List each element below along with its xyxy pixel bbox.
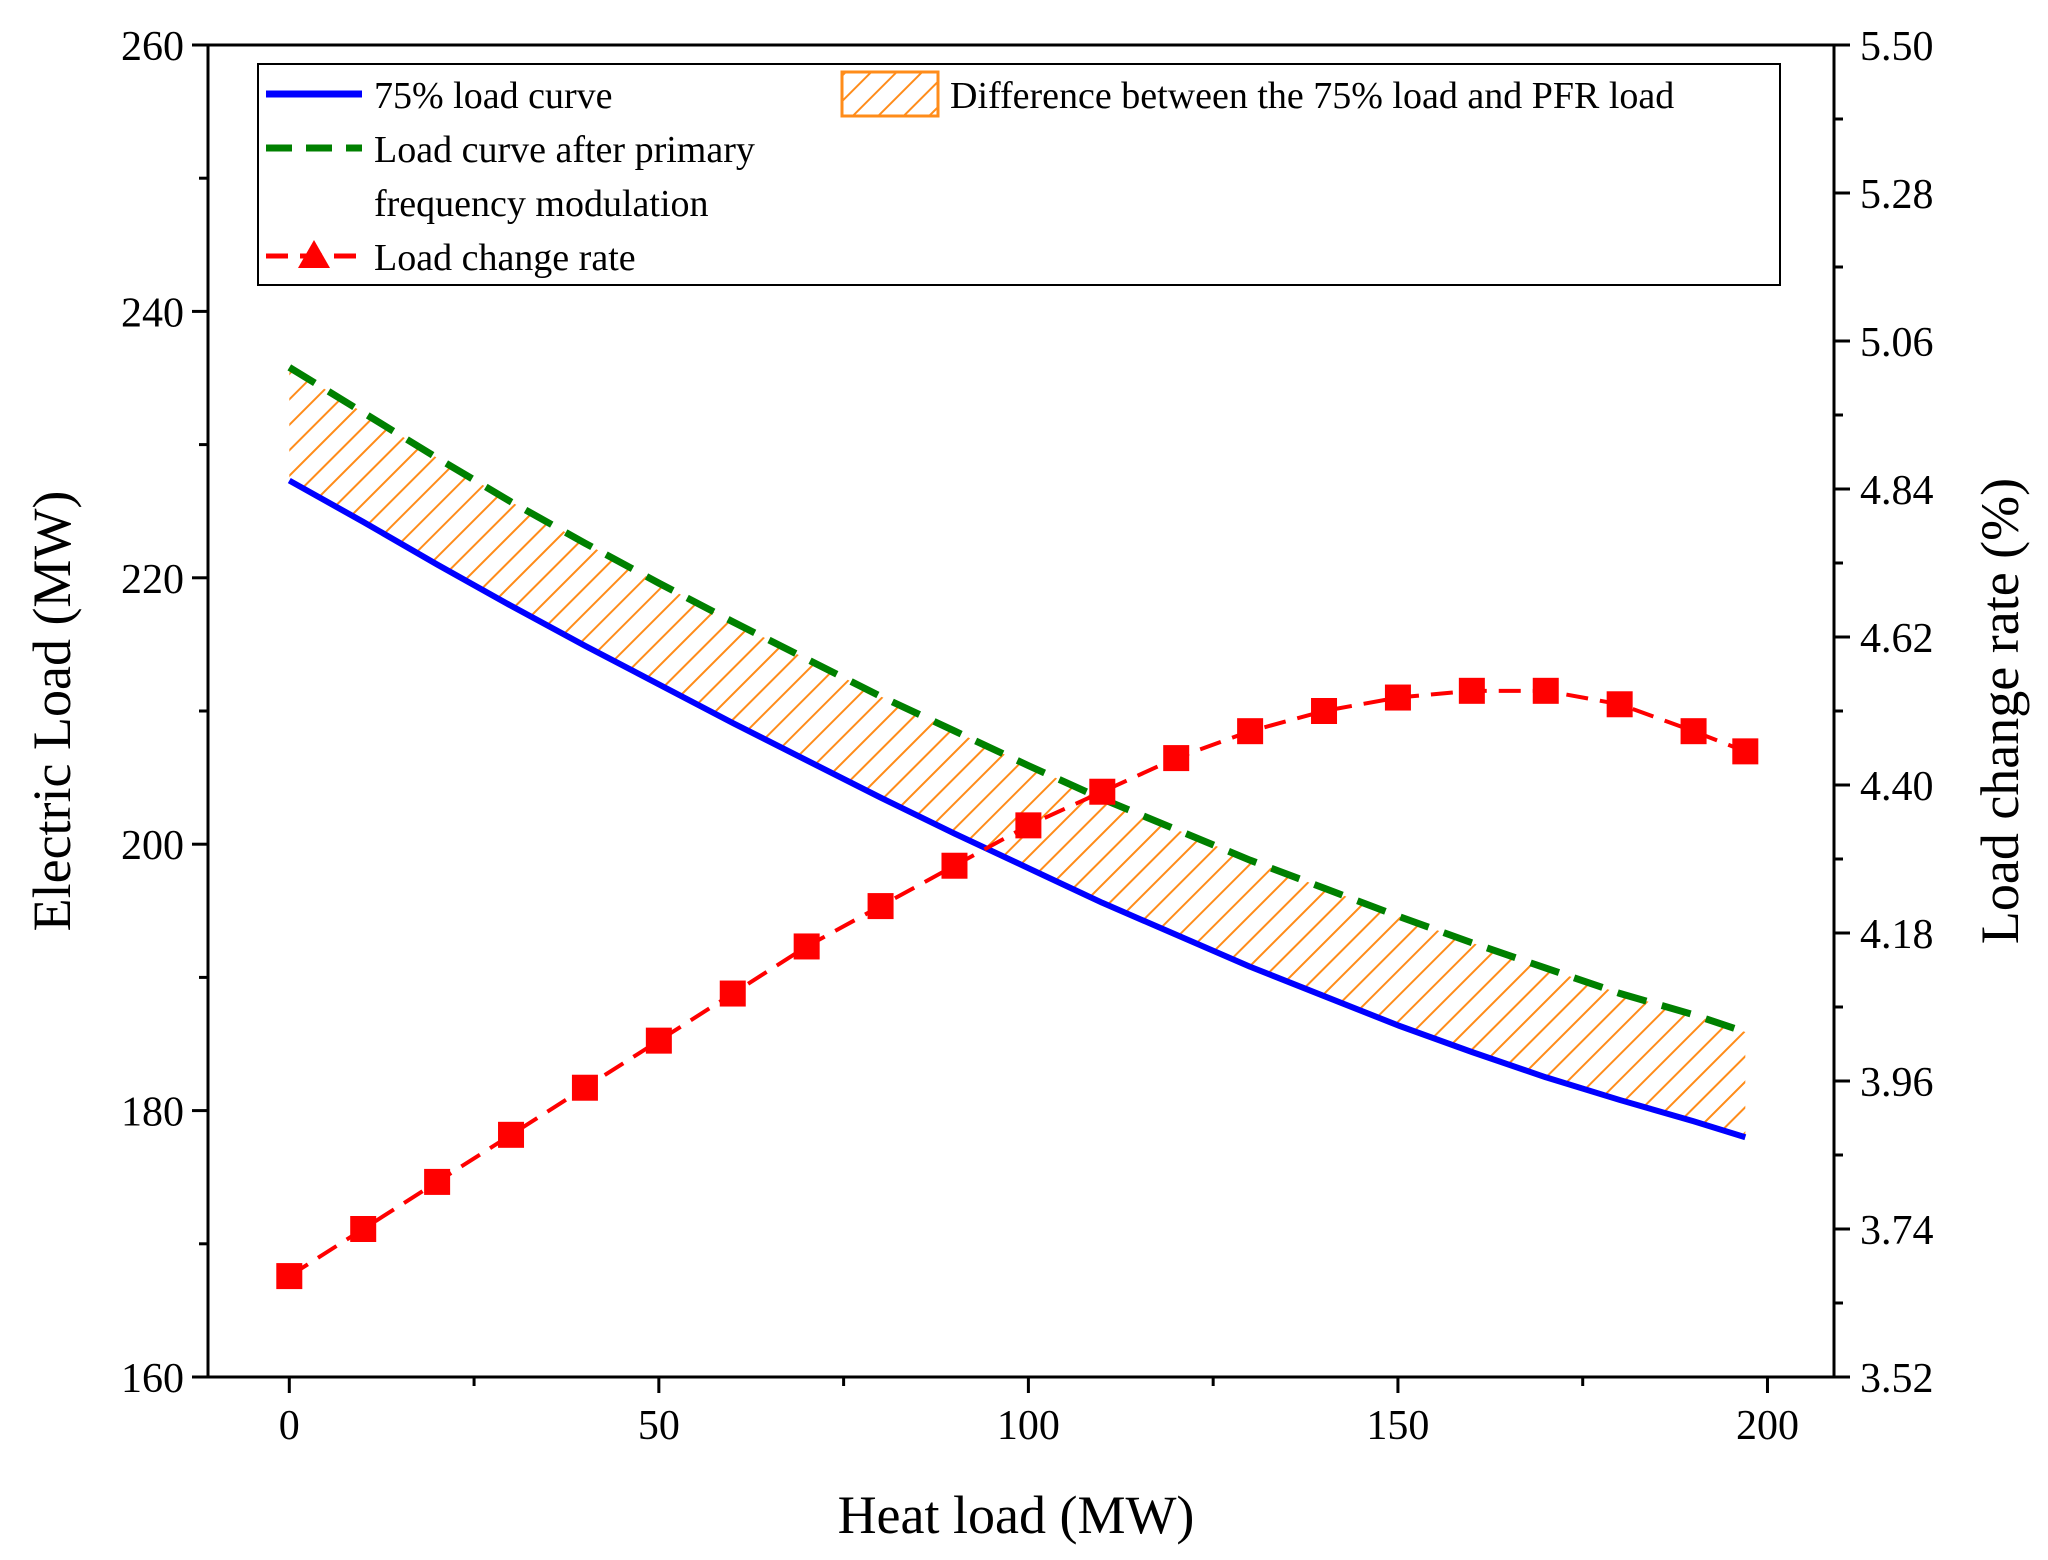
legend: 75% load curve Load curve after primary … — [257, 63, 1781, 286]
y2-tick-label: 3.52 — [1860, 1356, 1934, 1402]
change-rate-point — [350, 1216, 377, 1242]
x-tick-label: 100 — [997, 1403, 1060, 1449]
change-rate-point — [1680, 718, 1707, 745]
change-rate-point — [1163, 745, 1190, 772]
legend-swatch-difference — [840, 70, 940, 118]
x-tick-label: 150 — [1366, 1403, 1429, 1449]
change-rate-point — [645, 1027, 672, 1054]
y-axis-title: Electric Load (MW) — [22, 491, 82, 932]
change-rate-point — [1237, 718, 1264, 745]
change-rate-point — [1606, 691, 1633, 718]
y2-tick-label: 4.18 — [1860, 912, 1934, 958]
legend-label-change-rate: Load change rate — [374, 237, 636, 279]
y2-tick-label: 3.74 — [1860, 1208, 1934, 1254]
x-tick-label: 0 — [279, 1403, 300, 1449]
change-rate-point — [941, 852, 968, 879]
change-rate-point — [424, 1168, 451, 1195]
legend-marker-triangle-icon — [298, 240, 330, 268]
legend-label-difference: Difference between the 75% load and PFR … — [950, 75, 1674, 117]
marker-layer — [276, 677, 1759, 1290]
y2-tick-label: 5.06 — [1860, 320, 1934, 366]
y-tick-label: 260 — [121, 24, 184, 70]
y2-tick-label: 4.62 — [1860, 616, 1934, 662]
legend-label-pfr-load-line2: frequency modulation — [374, 183, 709, 225]
y-tick-label: 240 — [121, 290, 184, 336]
axis-layer: 0 50 100 150 200 160 180 200 220 240 260 3.52 3.74 3.… — [121, 24, 1934, 1449]
change-rate-point — [1732, 738, 1759, 765]
y2-tick-label: 3.96 — [1860, 1060, 1934, 1106]
series-line-75-load — [287, 477, 1747, 1141]
change-rate-point — [719, 980, 746, 1007]
x-axis-title: Heat load (MW) — [838, 1485, 1195, 1545]
change-rate-point — [498, 1121, 525, 1148]
y2-tick-label: 5.50 — [1860, 24, 1934, 70]
x-tick-label: 200 — [1736, 1403, 1799, 1449]
y-tick-label: 160 — [121, 1356, 184, 1402]
y-tick-label: 200 — [121, 823, 184, 869]
y2-tick-label: 4.40 — [1860, 764, 1934, 810]
change-rate-point — [571, 1074, 598, 1101]
legend-box — [257, 63, 1781, 286]
change-rate-point — [1311, 698, 1338, 724]
difference-fill-layer — [289, 367, 1746, 1138]
series-line-pfr-load — [287, 364, 1747, 1036]
y-tick-label: 220 — [121, 557, 184, 603]
change-rate-point — [793, 933, 820, 960]
change-rate-point — [276, 1263, 303, 1290]
y-tick-label: 180 — [121, 1090, 184, 1136]
change-rate-point — [867, 893, 894, 920]
change-rate-point — [1089, 778, 1116, 805]
change-rate-point — [1532, 677, 1559, 704]
difference-fill — [289, 367, 1746, 1138]
change-rate-point — [1015, 812, 1042, 839]
y2-tick-label: 5.28 — [1860, 172, 1934, 218]
y2-axis-title: Load change rate (%) — [1970, 478, 2030, 944]
change-rate-point — [1384, 684, 1411, 711]
legend-label-75-load: 75% load curve — [374, 75, 612, 117]
change-rate-point — [1458, 677, 1485, 704]
legend-label-pfr-load-line1: Load curve after primary — [374, 129, 755, 171]
y2-tick-label: 4.84 — [1860, 468, 1934, 514]
x-tick-label: 50 — [638, 1403, 680, 1449]
